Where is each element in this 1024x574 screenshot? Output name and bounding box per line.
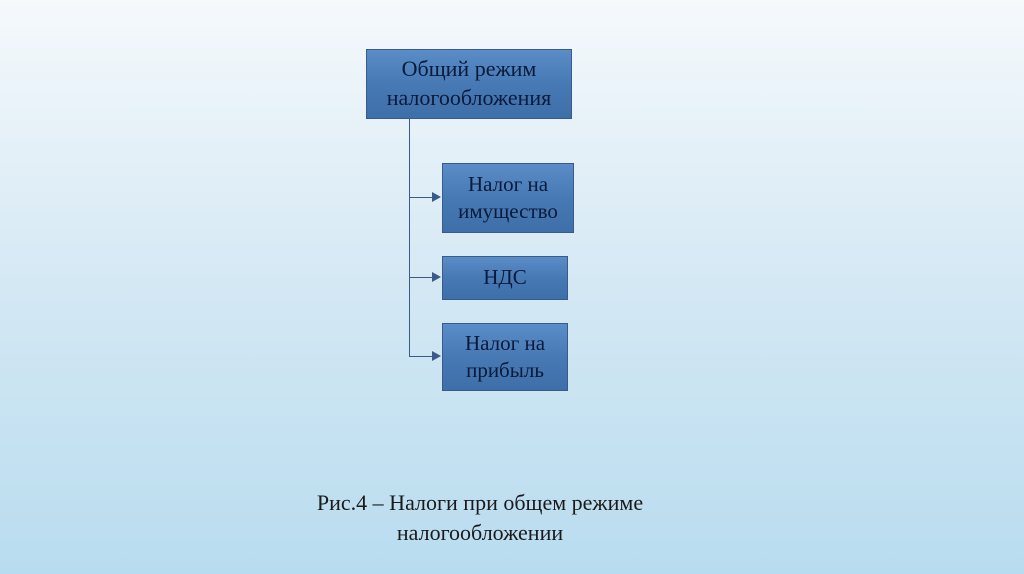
root-node: Общий режим налогообложения bbox=[366, 49, 572, 119]
arrow-icon bbox=[432, 351, 441, 361]
arrow-icon bbox=[432, 272, 441, 282]
figure-caption: Рис.4 – Налоги при общем режиме налогооб… bbox=[300, 488, 660, 547]
child-node-vat: НДС bbox=[442, 256, 568, 300]
tax-diagram: Общий режим налогообложения Налог на иму… bbox=[0, 0, 1024, 574]
child-node-profit-tax: Налог на прибыль bbox=[442, 323, 568, 391]
connector-branch-3 bbox=[409, 356, 434, 357]
connector-vertical bbox=[409, 119, 410, 357]
connector-branch-1 bbox=[409, 197, 434, 198]
connector-branch-2 bbox=[409, 277, 434, 278]
arrow-icon bbox=[432, 192, 441, 202]
child-node-property-tax: Налог на имущество bbox=[442, 163, 574, 233]
